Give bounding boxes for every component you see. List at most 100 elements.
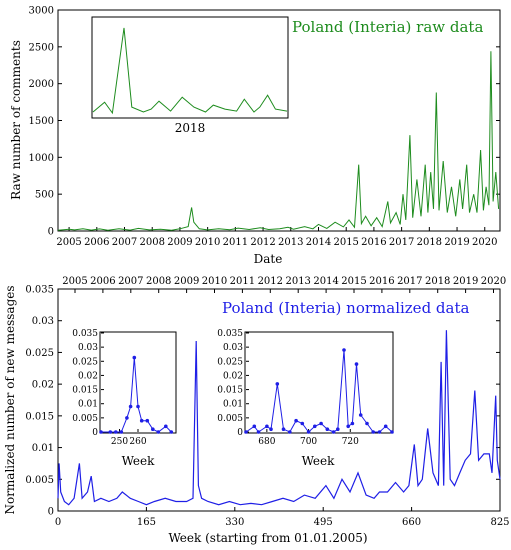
raw-xtick-label: 2018 bbox=[417, 237, 442, 248]
raw-ytick-label: 500 bbox=[35, 190, 54, 201]
raw-inset-frame bbox=[91, 16, 289, 119]
raw-xtick-label: 2014 bbox=[306, 237, 331, 248]
raw-xtick-label: 2017 bbox=[389, 237, 414, 248]
norm-top-xtick-label: 2015 bbox=[341, 276, 366, 287]
norm-ytick-label: 0.01 bbox=[32, 443, 54, 454]
norm-xtick-label: 495 bbox=[314, 517, 333, 528]
raw-xtick-label: 2020 bbox=[472, 237, 497, 248]
inset-xtick-label: 700 bbox=[300, 437, 317, 447]
inset-data-point bbox=[325, 427, 330, 432]
norm-top-xtick-label: 2018 bbox=[425, 276, 450, 287]
inset-data-point bbox=[350, 421, 355, 426]
raw-xlabel: Date bbox=[254, 252, 283, 266]
inset-ytick-label: 0.005 bbox=[72, 414, 98, 424]
norm-top-xtick-label: 2020 bbox=[481, 276, 506, 287]
inset-data-point bbox=[331, 430, 336, 434]
raw-chart: 0 500 1000 1500 2000 2500 3000 2005 2006 2007 2008… bbox=[9, 6, 501, 266]
raw-inset-series-line bbox=[92, 27, 288, 115]
norm-top-xtick-label: 2013 bbox=[285, 276, 310, 287]
inset-ytick-label: 0.025 bbox=[72, 357, 98, 367]
norm-chart: 0 0.005 0.01 0.015 0.02 0.025 0.03 0.035 0 165 330… bbox=[3, 276, 510, 545]
raw-xtick-label: 2010 bbox=[195, 237, 220, 248]
raw-xtick-label: 2011 bbox=[223, 237, 248, 248]
inset-data-point bbox=[125, 416, 129, 420]
norm-axes: 0 0.005 0.01 0.015 0.02 0.025 0.03 0.035 0 165 330… bbox=[25, 276, 509, 528]
raw-ytick-label: 2000 bbox=[29, 79, 54, 90]
norm-top-xtick-label: 2011 bbox=[230, 276, 255, 287]
norm-inset-right-points bbox=[244, 348, 394, 434]
raw-xtick-label: 2005 bbox=[56, 237, 81, 248]
raw-title: Poland (Interia) raw data bbox=[292, 18, 483, 36]
norm-ytick-label: 0.025 bbox=[25, 348, 54, 359]
inset-data-point bbox=[145, 418, 150, 423]
inset-data-point bbox=[342, 348, 346, 352]
norm-top-xtick-label: 2010 bbox=[202, 276, 227, 287]
inset-data-point bbox=[244, 430, 248, 434]
norm-xtick-label: 825 bbox=[490, 517, 509, 528]
raw-series-line bbox=[57, 51, 500, 231]
inset-data-point bbox=[294, 418, 298, 423]
raw-ytick-label: 2500 bbox=[29, 42, 54, 53]
inset-ytick-label: 0.025 bbox=[217, 357, 243, 367]
inset-data-point bbox=[128, 404, 133, 409]
norm-top-xtick-label: 2008 bbox=[146, 276, 171, 287]
norm-xlabel: Week (starting from 01.01.2005) bbox=[168, 531, 367, 545]
inset-xtick-label: 250 bbox=[111, 437, 128, 447]
inset-ytick-label: 0 bbox=[92, 428, 98, 438]
norm-top-xtick-label: 2016 bbox=[369, 276, 394, 287]
inset-data-point bbox=[383, 424, 388, 429]
norm-xtick-label: 0 bbox=[55, 517, 61, 528]
inset-ytick-label: 0.01 bbox=[78, 400, 98, 410]
inset-ytick-label: 0.005 bbox=[217, 414, 243, 424]
norm-ytick-label: 0.015 bbox=[25, 411, 54, 422]
inset-ytick-label: 0.03 bbox=[78, 343, 98, 353]
norm-xtick-label: 660 bbox=[402, 517, 421, 528]
inset-ytick-label: 0.015 bbox=[72, 386, 98, 396]
raw-xtick-label: 2006 bbox=[84, 237, 109, 248]
norm-ytick-label: 0.03 bbox=[32, 316, 54, 327]
inset-data-point bbox=[336, 427, 340, 432]
raw-xtick-label: 2007 bbox=[112, 237, 137, 248]
inset-data-point bbox=[136, 404, 140, 409]
norm-plot-frame bbox=[57, 288, 501, 512]
raw-inset: 2018 bbox=[91, 16, 289, 135]
norm-top-xtick-label: 2019 bbox=[453, 276, 478, 287]
raw-ytick-label: 1500 bbox=[29, 116, 54, 127]
inset-data-point bbox=[275, 382, 280, 386]
inset-data-point bbox=[156, 430, 161, 434]
inset-data-point bbox=[265, 424, 269, 429]
inset-data-point bbox=[346, 424, 351, 429]
inset-data-point bbox=[139, 418, 144, 423]
inset-data-point bbox=[371, 430, 376, 434]
norm-top-xtick-label: 2014 bbox=[313, 276, 338, 287]
inset-data-point bbox=[132, 355, 137, 360]
inset-data-point bbox=[99, 430, 103, 434]
norm-top-xtick-label: 2007 bbox=[118, 276, 143, 287]
inset-ytick-label: 0.035 bbox=[72, 329, 98, 339]
inset-data-point bbox=[390, 430, 394, 434]
inset-data-point bbox=[252, 424, 257, 429]
raw-ylabel: Raw number of comments bbox=[9, 40, 23, 200]
norm-inset-right: 0 0.005 0.01 0.015 0.02 0.025 0.03 0.035 680 700 7… bbox=[217, 329, 394, 468]
norm-ytick-label: 0 bbox=[48, 507, 54, 518]
inset-data-point bbox=[114, 430, 118, 434]
raw-ytick-label: 0 bbox=[48, 227, 54, 238]
inset-ytick-label: 0.01 bbox=[223, 400, 243, 410]
norm-top-xtick-label: 2012 bbox=[258, 276, 283, 287]
inset-ytick-label: 0.02 bbox=[78, 371, 98, 381]
norm-top-xtick-label: 2006 bbox=[90, 276, 115, 287]
inset-data-point bbox=[164, 424, 168, 429]
raw-xtick-label: 2019 bbox=[444, 237, 469, 248]
norm-inset-right-axes: 0 0.005 0.01 0.015 0.02 0.025 0.03 0.035 680 700 7… bbox=[217, 329, 359, 447]
inset-ytick-label: 0.03 bbox=[223, 343, 243, 353]
norm-top-xtick-label: 2009 bbox=[174, 276, 199, 287]
raw-axes: 0 500 1000 1500 2000 2500 3000 2005 2006 2007 2008… bbox=[29, 6, 500, 248]
inset-data-point bbox=[108, 430, 113, 434]
norm-xtick-label: 165 bbox=[137, 517, 156, 528]
inset-xtick-label: 720 bbox=[342, 437, 359, 447]
inset-data-point bbox=[377, 430, 382, 434]
inset-ytick-label: 0 bbox=[237, 428, 243, 438]
norm-inset-left-frame bbox=[99, 331, 177, 434]
norm-inset-left-points bbox=[99, 355, 174, 434]
